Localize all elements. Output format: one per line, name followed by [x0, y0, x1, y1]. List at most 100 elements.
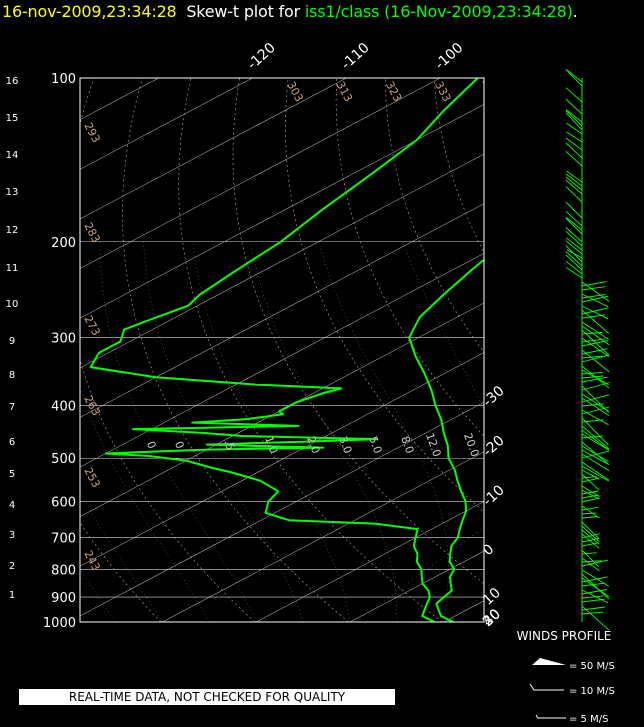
wind-barb	[581, 329, 610, 356]
wind-barb	[581, 606, 605, 611]
height-km-tick-label: 13	[6, 187, 19, 198]
dry-adiabat-line	[80, 78, 256, 622]
wind-barb	[565, 69, 583, 87]
isotherm-line	[80, 78, 441, 269]
moist-adiabat-line	[585, 242, 644, 622]
wind-barb	[581, 516, 597, 519]
wind-barb	[581, 560, 603, 563]
isotherm-line	[631, 78, 644, 622]
title-source: iss1/class (16-Nov-2009,23:34:28)	[304, 2, 573, 21]
wind-barb	[565, 237, 583, 251]
height-km-tick-label: 7	[9, 402, 15, 413]
wind-barb	[581, 348, 608, 355]
height-km-tick-label: 11	[6, 263, 19, 274]
isotherm-line	[80, 104, 484, 319]
skewt-traces	[89, 78, 484, 622]
wind-barb	[581, 490, 599, 495]
dry-adiabat-line	[122, 78, 349, 622]
wind-barb	[581, 595, 604, 599]
wind-barb	[581, 582, 605, 587]
plot-title: 16-nov-2009,23:34:28 Skew-t plot for iss…	[2, 2, 578, 21]
moist-adiabat-label: 5.0	[366, 434, 384, 455]
wind-barb	[581, 435, 604, 439]
pressure-tick-label: 100	[51, 72, 76, 87]
moist-adiabat-line	[80, 491, 163, 622]
wind-barb	[581, 393, 610, 412]
wind-barb	[565, 137, 583, 151]
plot-frame	[79, 77, 485, 623]
wind-barb	[581, 576, 608, 583]
wind-barb	[565, 176, 583, 191]
height-km-tick-label: 9	[9, 336, 15, 347]
wind-barb	[581, 512, 597, 515]
wind-barb	[565, 142, 583, 159]
wind-barb	[581, 281, 607, 287]
wind-barb	[581, 295, 609, 303]
wind-barb	[581, 598, 605, 603]
wind-barb	[581, 505, 600, 519]
wind-barb	[565, 251, 583, 267]
legend-barb-10	[529, 683, 564, 691]
wind-barb	[565, 217, 583, 235]
wind-barb	[565, 109, 583, 123]
wind-barb	[565, 112, 583, 131]
wind-barb	[581, 529, 600, 545]
temp-right-tick-label: 0	[480, 541, 497, 559]
wind-barb	[581, 425, 610, 450]
wind-barb	[581, 419, 604, 423]
title-period: .	[572, 2, 578, 21]
wind-barb	[565, 98, 583, 115]
moist-adiabat-label: 8.0	[398, 434, 416, 455]
isotherm-line	[80, 78, 347, 220]
isotherm-line	[80, 401, 484, 617]
wind-barb	[565, 173, 583, 187]
moist-adiabat-label: 20.0	[461, 431, 482, 458]
wind-barb	[566, 131, 583, 143]
height-km-tick-label: 4	[9, 500, 15, 511]
isotherm-line	[80, 352, 484, 567]
dry-adiabat-line	[232, 78, 484, 584]
wind-barb	[565, 87, 583, 103]
wind-barb	[581, 332, 603, 335]
dry-adiabat-label: 333	[432, 79, 453, 104]
temperature-trace	[408, 258, 484, 622]
wind-profile: WINDS PROFILE = 50 M/S = 10 M/S = 5 M/S	[517, 68, 615, 725]
wind-barb	[581, 552, 597, 555]
wind-barb	[581, 494, 599, 499]
wind-barb	[565, 110, 583, 127]
title-timestamp: 16-nov-2009,23:34:28	[2, 2, 177, 21]
pressure-tick-label: 500	[51, 452, 76, 467]
dry-adiabat-label: 313	[334, 79, 355, 104]
wind-barb	[565, 68, 583, 83]
wind-barb	[581, 450, 610, 459]
wind-barb	[581, 589, 607, 595]
wind-barb	[581, 441, 610, 466]
wind-barb	[565, 230, 583, 247]
wind-barb	[581, 305, 609, 320]
height-km-tick-label: 15	[6, 113, 19, 124]
title-plot-label: Skew-t plot for	[186, 2, 300, 21]
wind-barb	[581, 549, 600, 568]
isotherm-line	[256, 501, 484, 622]
wind-barb	[565, 240, 583, 255]
moist-adiabat-label: 0	[172, 439, 187, 450]
wind-barb	[581, 321, 610, 340]
wind-barb	[565, 170, 583, 183]
dry-adiabat-line	[384, 78, 484, 353]
moist-adiabat-line	[99, 241, 257, 622]
isotherm-line	[80, 153, 484, 369]
legend-barb-5	[535, 714, 566, 719]
mixing-ratio-line	[448, 594, 484, 622]
wind-barb	[581, 445, 610, 462]
wind-barb	[581, 340, 608, 347]
wind-barb	[565, 227, 583, 243]
height-km-tick-label: 2	[9, 561, 15, 572]
wind-barb	[581, 449, 609, 465]
wind-barb	[581, 293, 609, 308]
moist-adiabat-label: 12.0	[423, 431, 444, 458]
dewpoint-trace	[89, 78, 479, 622]
height-km-tick-label: 14	[6, 150, 19, 161]
wind-barb	[565, 217, 583, 231]
moist-adiabat-line	[192, 241, 351, 622]
